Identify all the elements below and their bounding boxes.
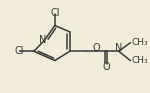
Text: N: N — [39, 35, 47, 45]
Text: CH₃: CH₃ — [131, 56, 148, 65]
Text: Cl: Cl — [15, 46, 24, 56]
Text: N: N — [115, 43, 122, 53]
Text: CH₃: CH₃ — [131, 38, 148, 47]
Text: O: O — [92, 43, 100, 53]
Text: O: O — [103, 62, 110, 72]
Text: Cl: Cl — [50, 8, 60, 18]
